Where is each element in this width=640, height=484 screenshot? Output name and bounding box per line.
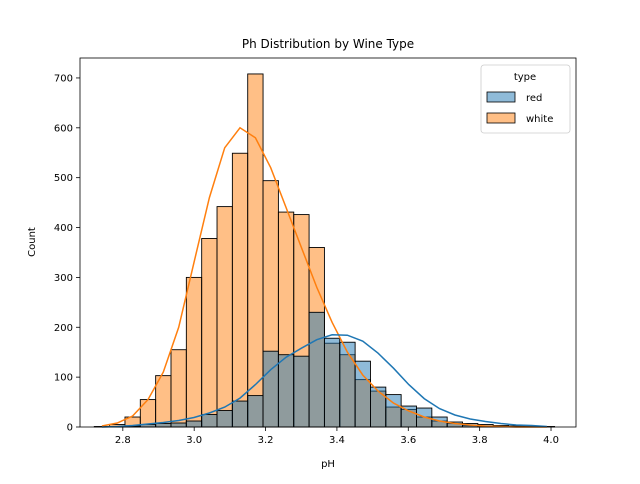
y-tick-label: 400 xyxy=(54,223,73,234)
legend-label-red: red xyxy=(526,93,542,104)
legend-swatch-red xyxy=(487,92,515,102)
legend-label-white: white xyxy=(526,114,553,125)
red-bar xyxy=(186,421,201,427)
red-bar xyxy=(156,424,171,427)
red-bar xyxy=(263,351,278,427)
red-bar xyxy=(309,312,324,427)
y-tick-label: 0 xyxy=(67,423,73,434)
legend-swatch-white xyxy=(487,113,515,123)
red-bar xyxy=(217,411,232,427)
red-bar xyxy=(248,396,263,427)
y-tick-label: 700 xyxy=(54,73,73,84)
red-bar xyxy=(171,423,186,427)
chart-title: Ph Distribution by Wine Type xyxy=(242,37,414,51)
red-bar xyxy=(370,387,385,427)
y-tick-label: 500 xyxy=(54,173,73,184)
white-bar xyxy=(171,350,186,427)
x-tick-label: 3.6 xyxy=(400,435,416,446)
x-tick-label: 3.0 xyxy=(186,435,202,446)
white-bar xyxy=(186,277,201,427)
red-bar xyxy=(340,342,355,427)
y-tick-label: 600 xyxy=(54,123,73,134)
x-tick-label: 4.0 xyxy=(543,435,559,446)
y-tick-label: 200 xyxy=(54,323,73,334)
red-bar xyxy=(202,415,217,427)
x-tick-label: 3.4 xyxy=(329,435,345,446)
white-bar xyxy=(248,74,263,427)
x-axis-ticks: 2.8 3.0 3.2 3.4 3.6 3.8 4.0 xyxy=(115,427,559,446)
y-tick-label: 300 xyxy=(54,273,73,284)
y-tick-label: 100 xyxy=(54,373,73,384)
y-axis-label: Count xyxy=(27,227,38,257)
y-axis-ticks: 0 100 200 300 400 500 600 700 xyxy=(54,73,80,433)
red-bar xyxy=(355,361,370,427)
legend-title: type xyxy=(514,72,536,83)
red-bar xyxy=(294,356,309,427)
white-bar xyxy=(217,207,232,427)
white-bar xyxy=(202,239,217,427)
red-bar xyxy=(232,401,247,427)
red-bar xyxy=(278,355,293,427)
red-bar xyxy=(401,406,416,427)
x-tick-label: 3.2 xyxy=(258,435,274,446)
legend: type red white xyxy=(481,65,570,133)
x-tick-label: 3.8 xyxy=(472,435,488,446)
white-bar xyxy=(156,376,171,427)
white-bar xyxy=(232,153,247,427)
x-tick-label: 2.8 xyxy=(115,435,131,446)
red-bar xyxy=(324,338,339,427)
x-axis-label: pH xyxy=(321,459,335,470)
